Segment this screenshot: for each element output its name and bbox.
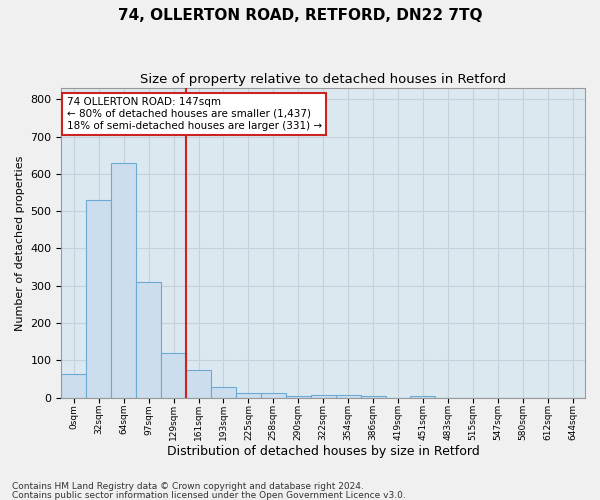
Bar	[410, 396, 436, 398]
Bar	[161, 353, 186, 398]
Bar	[361, 396, 386, 398]
Bar	[136, 282, 161, 398]
Text: Contains public sector information licensed under the Open Government Licence v3: Contains public sector information licen…	[12, 491, 406, 500]
Text: Contains HM Land Registry data © Crown copyright and database right 2024.: Contains HM Land Registry data © Crown c…	[12, 482, 364, 491]
Bar	[111, 162, 136, 398]
Bar	[211, 386, 236, 398]
Text: 74 OLLERTON ROAD: 147sqm
← 80% of detached houses are smaller (1,437)
18% of sem: 74 OLLERTON ROAD: 147sqm ← 80% of detach…	[67, 98, 322, 130]
Y-axis label: Number of detached properties: Number of detached properties	[15, 155, 25, 330]
Bar	[261, 393, 286, 398]
Title: Size of property relative to detached houses in Retford: Size of property relative to detached ho…	[140, 72, 506, 86]
Bar	[186, 370, 211, 398]
Text: 74, OLLERTON ROAD, RETFORD, DN22 7TQ: 74, OLLERTON ROAD, RETFORD, DN22 7TQ	[118, 8, 482, 22]
Bar	[61, 374, 86, 398]
X-axis label: Distribution of detached houses by size in Retford: Distribution of detached houses by size …	[167, 444, 479, 458]
Bar	[335, 394, 361, 398]
Bar	[236, 393, 261, 398]
Bar	[286, 396, 311, 398]
Bar	[86, 200, 111, 398]
Bar	[311, 394, 335, 398]
